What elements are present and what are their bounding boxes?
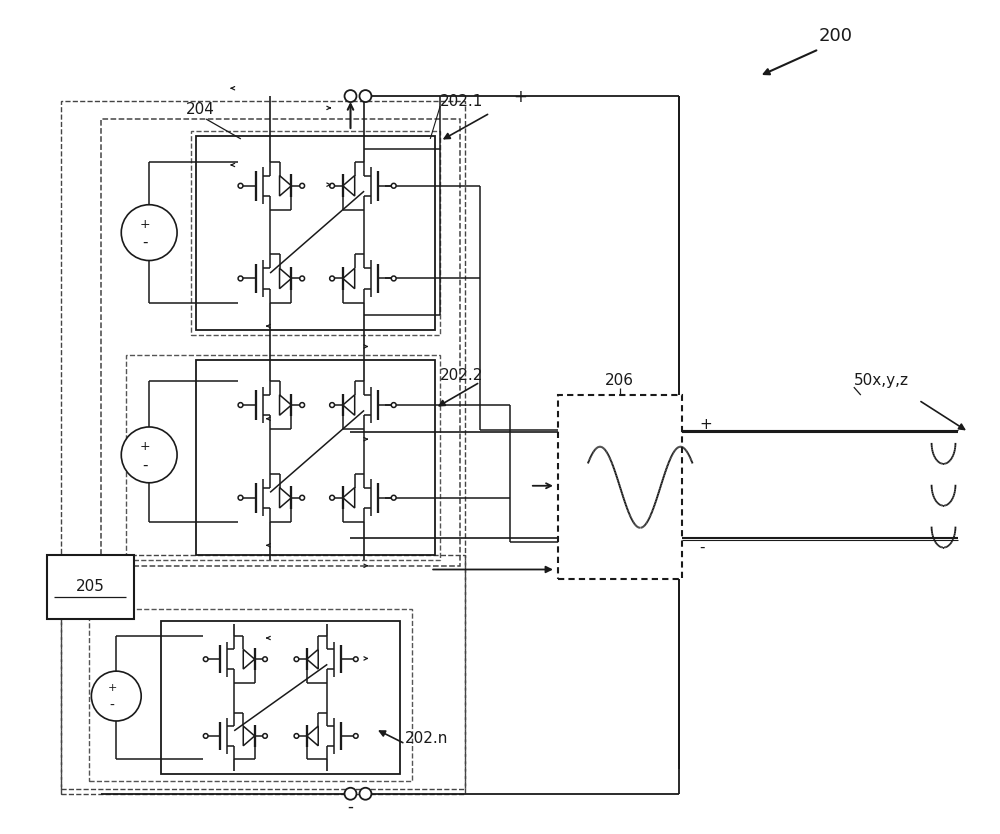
Circle shape xyxy=(391,495,396,500)
Circle shape xyxy=(294,657,299,661)
Circle shape xyxy=(238,495,243,500)
Circle shape xyxy=(121,427,177,483)
Bar xyxy=(61,101,465,789)
Circle shape xyxy=(359,788,371,800)
Text: 205: 205 xyxy=(76,580,105,595)
Circle shape xyxy=(330,276,335,281)
Circle shape xyxy=(91,671,141,721)
Text: -: - xyxy=(142,457,148,472)
Text: -: - xyxy=(348,797,353,816)
Text: 202.n: 202.n xyxy=(405,731,449,746)
Circle shape xyxy=(353,657,358,661)
Text: 50x,y,z: 50x,y,z xyxy=(854,373,909,388)
Circle shape xyxy=(391,403,396,408)
Circle shape xyxy=(391,276,396,281)
Circle shape xyxy=(121,204,177,260)
Circle shape xyxy=(238,403,243,408)
Circle shape xyxy=(300,276,305,281)
Circle shape xyxy=(345,788,356,800)
Text: +: + xyxy=(513,88,527,106)
Bar xyxy=(196,360,435,555)
Circle shape xyxy=(300,495,305,500)
Circle shape xyxy=(330,403,335,408)
Circle shape xyxy=(345,90,356,102)
Bar xyxy=(126,355,440,560)
Text: 200: 200 xyxy=(819,28,853,45)
Text: 206: 206 xyxy=(605,373,634,388)
Circle shape xyxy=(391,183,396,188)
Text: -: - xyxy=(142,235,148,250)
Text: -: - xyxy=(110,699,115,713)
Circle shape xyxy=(263,734,267,738)
Bar xyxy=(47,555,134,620)
Bar xyxy=(191,131,440,335)
Bar xyxy=(61,555,465,794)
Circle shape xyxy=(300,403,305,408)
Circle shape xyxy=(330,183,335,188)
Text: +: + xyxy=(140,440,150,454)
Bar xyxy=(161,621,400,774)
Circle shape xyxy=(203,734,208,738)
Text: 204: 204 xyxy=(186,102,215,117)
Bar xyxy=(101,119,460,565)
Circle shape xyxy=(238,276,243,281)
Text: 202.2: 202.2 xyxy=(440,368,484,383)
Text: -: - xyxy=(699,540,705,555)
Circle shape xyxy=(353,734,358,738)
Bar xyxy=(89,610,412,781)
Text: +: + xyxy=(699,418,712,433)
Bar xyxy=(558,395,682,580)
Circle shape xyxy=(203,657,208,661)
Circle shape xyxy=(294,734,299,738)
Circle shape xyxy=(359,90,371,102)
Circle shape xyxy=(330,495,335,500)
Text: 202.1: 202.1 xyxy=(440,93,484,108)
Text: +: + xyxy=(108,683,117,693)
Text: +: + xyxy=(140,219,150,231)
Circle shape xyxy=(263,657,267,661)
Circle shape xyxy=(238,183,243,188)
Bar xyxy=(196,136,435,330)
Circle shape xyxy=(300,183,305,188)
